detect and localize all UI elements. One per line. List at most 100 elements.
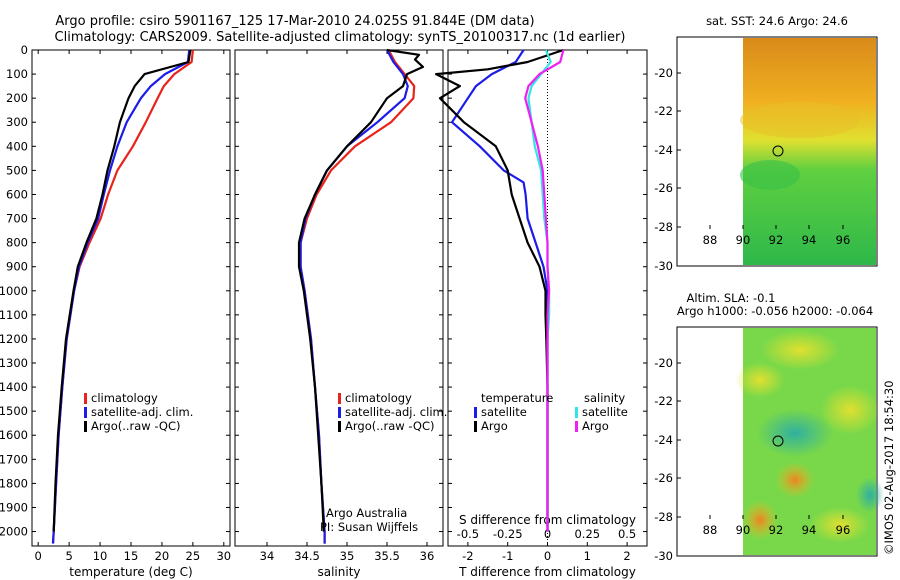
sst-map <box>676 36 878 267</box>
s-diff-tick-label: 0.25 <box>574 527 600 541</box>
legend-swatch <box>338 421 341 432</box>
x-tick-label: 0 <box>35 549 42 563</box>
map-lat-label: -20 <box>654 66 673 80</box>
x-tick-label: 15 <box>124 549 139 563</box>
legend-label: Argo <box>481 419 508 433</box>
legend-label: satellite <box>582 405 628 419</box>
legend-swatch <box>84 407 87 418</box>
figure-title-line1: Argo profile: csiro 5901167_125 17-Mar-2… <box>55 14 534 29</box>
map-lat-label: -28 <box>654 220 673 234</box>
x-axis-label: temperature (deg C) <box>69 565 192 579</box>
legend-label: climatology <box>345 391 412 405</box>
map-lat-label: -22 <box>654 394 673 408</box>
map-lat-label: -30 <box>654 259 673 273</box>
depth-tick-label: 1900 <box>0 500 28 514</box>
depth-tick-label: 1600 <box>0 428 28 442</box>
depth-tick-label: 400 <box>6 139 28 153</box>
map-lon-label: 88 <box>703 523 718 537</box>
argo-location-marker <box>772 435 784 447</box>
x-tick-label: 34 <box>260 549 275 563</box>
x-axis-label: T difference from climatology <box>458 565 636 579</box>
x-tick-label: 36 <box>420 549 435 563</box>
map-lon-label: 96 <box>836 523 851 537</box>
x-tick-label: 20 <box>155 549 170 563</box>
depth-tick-label: 1500 <box>0 404 28 418</box>
map-lon-label: 92 <box>769 233 784 247</box>
depth-tick-label: 1000 <box>0 284 28 298</box>
credit-line1: Argo Australia <box>326 506 407 520</box>
t-diff-tick-label: 2 <box>623 549 630 563</box>
series-line-temperature-argo <box>435 48 564 532</box>
map-lat-label: -30 <box>654 549 673 563</box>
series-line-salinity-argo <box>524 49 565 532</box>
map-lon-label: 88 <box>703 233 718 247</box>
legend-swatch <box>474 421 477 432</box>
legend-label: satellite-adj. clim. <box>345 405 447 419</box>
legend-swatch <box>575 407 578 418</box>
t-diff-tick-label: 1 <box>584 549 591 563</box>
depth-tick-label: 200 <box>6 91 28 105</box>
s-diff-tick-label: -0.5 <box>457 527 479 541</box>
plot-frame <box>234 49 444 547</box>
legend-swatch <box>84 393 87 404</box>
x-tick-label: 35 <box>340 549 355 563</box>
legend-label: Argo(..raw -QC) <box>345 419 435 433</box>
map-lat-label: -26 <box>654 181 673 195</box>
depth-tick-label: 1300 <box>0 356 28 370</box>
series-line-argo-raw-qc- <box>52 49 192 532</box>
depth-tick-label: 100 <box>6 67 28 81</box>
s-diff-tick-label: 0.5 <box>618 527 636 541</box>
x-tick-label: 35.5 <box>374 549 400 563</box>
t-diff-tick-label: -2 <box>462 549 473 563</box>
depth-tick-label: 2000 <box>0 525 28 539</box>
map-lat-label: -28 <box>654 510 673 524</box>
credit-line2: PI: Susan Wijffels <box>320 520 418 534</box>
legend-label: satellite-adj. clim. <box>91 405 193 419</box>
depth-tick-label: 1200 <box>0 332 28 346</box>
t-diff-tick-label: -1 <box>502 549 513 563</box>
map-lat-label: -22 <box>654 104 673 118</box>
map-lon-label: 92 <box>769 523 784 537</box>
depth-tick-label: 300 <box>6 115 28 129</box>
series-line-satellite-adj-clim- <box>299 49 409 544</box>
depth-tick-label: 900 <box>6 260 28 274</box>
series-line-argo-raw-qc- <box>297 48 425 532</box>
map-lat-label: -24 <box>654 143 673 157</box>
sla-map-title-line2: Argo h1000: -0.056 h2000: -0.064 <box>677 304 873 318</box>
x-tick-label: 25 <box>186 549 201 563</box>
map-lat-label: -20 <box>654 356 673 370</box>
series-line-temperature-satellite <box>450 49 549 532</box>
depth-tick-label: 600 <box>6 187 28 201</box>
s-diff-tick-label: 0 <box>544 527 551 541</box>
argo-location-marker <box>772 145 784 157</box>
legend-header-salinity: salinity <box>584 391 625 405</box>
map-lon-label: 94 <box>802 233 817 247</box>
depth-tick-label: 0 <box>21 43 28 57</box>
legend-swatch <box>338 393 341 404</box>
x-tick-label: 5 <box>65 549 72 563</box>
legend-swatch <box>575 421 578 432</box>
depth-tick-label: 1700 <box>0 452 28 466</box>
x-axis-label: salinity <box>317 565 360 579</box>
sla-map <box>676 326 884 557</box>
depth-tick-label: 1400 <box>0 380 28 394</box>
legend-label: Argo(..raw -QC) <box>91 419 181 433</box>
legend-label: Argo <box>582 419 609 433</box>
legend-header-temperature: temperature <box>481 391 553 405</box>
plot-frame <box>31 49 231 547</box>
t-diff-tick-label: 0 <box>544 549 551 563</box>
depth-tick-label: 700 <box>6 212 28 226</box>
depth-tick-label: 500 <box>6 163 28 177</box>
sla-map-title-line1: Altim. SLA: -0.1 <box>687 291 776 305</box>
sst-map-field <box>743 38 876 265</box>
series-line-climatology <box>299 49 416 544</box>
depth-tick-label: 1100 <box>0 308 28 322</box>
depth-tick-label: 800 <box>6 236 28 250</box>
x-tick-label: 34.5 <box>294 549 320 563</box>
imos-timestamp: ©IMOS 02-Aug-2017 18:54:30 <box>882 380 896 555</box>
map-lat-label: -24 <box>654 433 673 447</box>
legend-swatch <box>84 421 87 432</box>
legend-swatch <box>338 407 341 418</box>
legend-label: satellite <box>481 405 527 419</box>
